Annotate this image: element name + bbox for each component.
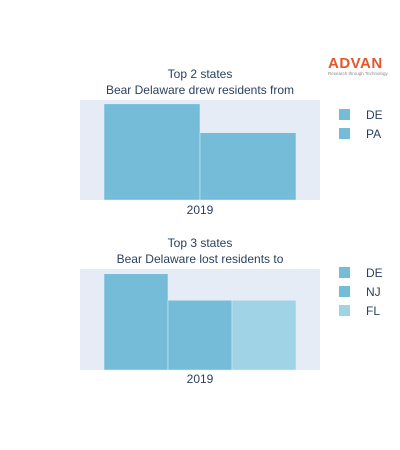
legend-swatch-pa [339, 128, 350, 139]
chart-title-line: Bear Delaware drew residents from [106, 83, 294, 97]
legend-label-de: DE [366, 108, 383, 122]
legend-swatch-de [339, 267, 350, 278]
advan-logo: ADVAN Research through Technology [328, 56, 392, 77]
bar-nj [167, 300, 233, 371]
chart-title-line: Bear Delaware lost residents to [117, 252, 284, 266]
legend: DE PA [339, 108, 383, 141]
logo-tagline: Research through Technology [328, 71, 388, 76]
chart-2: Top 3 states Bear Delaware lost residents… [80, 236, 383, 386]
chart-1: Top 2 states Bear Delaware drew residents… [80, 67, 383, 217]
legend-swatch-fl [339, 305, 350, 316]
bar-fl [231, 300, 297, 371]
legend-swatch-de [339, 109, 350, 120]
legend: DE NJ FL [339, 266, 383, 318]
logo-wordmark: ADVAN [328, 55, 383, 72]
bar-pa [199, 132, 297, 201]
legend-swatch-nj [339, 286, 350, 297]
bar-de [103, 273, 169, 371]
chart-title-line: Top 3 states [168, 236, 233, 250]
legend-label-de: DE [366, 266, 383, 280]
legend-label-pa: PA [366, 127, 381, 141]
bar-de [103, 103, 201, 201]
chart-title-line: Top 2 states [168, 67, 233, 81]
x-tick-label: 2019 [187, 372, 214, 386]
legend-label-nj: NJ [366, 285, 381, 299]
x-tick-label: 2019 [187, 203, 214, 217]
legend-label-fl: FL [366, 304, 380, 318]
